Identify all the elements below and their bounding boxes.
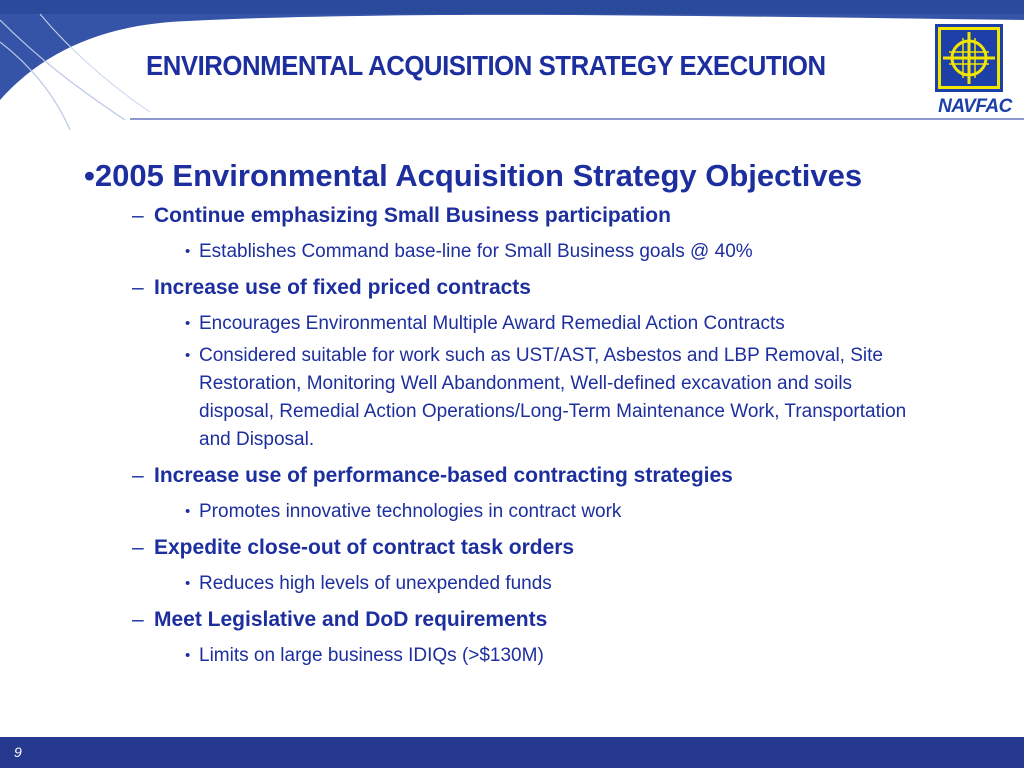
bullet-glyph: • (185, 347, 191, 364)
objective-label: Expedite close-out of contract task orde… (154, 536, 575, 559)
detail-text: Limits on large business IDIQs (>$130M) (199, 645, 544, 666)
detail-text: Reduces high levels of unexpended funds (199, 573, 552, 594)
dash-glyph: – (132, 464, 144, 487)
objective-label: Increase use of fixed priced contracts (154, 276, 531, 299)
objective-label: Meet Legislative and DoD requirements (154, 608, 548, 631)
objective-label: Increase use of performance-based contra… (154, 464, 733, 487)
detail-text: Promotes innovative technologies in cont… (199, 501, 622, 522)
objective-item: – Continue emphasizing Small Business pa… (132, 204, 984, 228)
detail-item: • Promotes innovative technologies in co… (185, 498, 984, 526)
objective-item: – Increase use of fixed priced contracts (132, 276, 984, 300)
objective-item: – Meet Legislative and DoD requirements (132, 608, 984, 632)
detail-item: • Considered suitable for work such as U… (185, 342, 984, 454)
bullet-glyph: • (185, 647, 191, 664)
dash-glyph: – (132, 276, 144, 299)
objective-label: Continue emphasizing Small Business part… (154, 204, 671, 227)
bullet-glyph: • (185, 503, 191, 520)
heading-text: 2005 Environmental Acquisition Strategy … (94, 158, 863, 193)
bullet-glyph: • (84, 158, 95, 193)
bullet-glyph: • (185, 243, 191, 260)
objective-item: – Increase use of performance-based cont… (132, 464, 984, 488)
navfac-emblem-icon (935, 24, 1003, 92)
detail-text: Encourages Environmental Multiple Award … (199, 313, 785, 334)
detail-item: • Establishes Command base-line for Smal… (185, 238, 984, 266)
navfac-logo: NAVFAC (931, 24, 1017, 124)
detail-item: • Reduces high levels of unexpended fund… (185, 570, 984, 598)
slide-title: ENVIRONMENTAL ACQUISITION STRATEGY EXECU… (146, 50, 826, 81)
bullet-glyph: • (185, 575, 191, 592)
dash-glyph: – (132, 204, 144, 227)
bullet-glyph: • (185, 315, 191, 332)
detail-text: Establishes Command base-line for Small … (199, 241, 753, 262)
dash-glyph: – (132, 608, 144, 631)
heading-bullet: •2005 Environmental Acquisition Strategy… (84, 158, 984, 194)
detail-item: • Limits on large business IDIQs (>$130M… (185, 642, 984, 670)
navfac-logo-text: NAVFAC (938, 96, 1012, 117)
detail-text: Considered suitable for work such as UST… (199, 345, 907, 450)
detail-item: • Encourages Environmental Multiple Awar… (185, 310, 984, 338)
bullet-content: •2005 Environmental Acquisition Strategy… (84, 158, 984, 670)
objective-item: – Expedite close-out of contract task or… (132, 536, 984, 560)
top-band (0, 0, 1024, 14)
page-number: 9 (14, 744, 22, 760)
footer-bar: 9 (0, 737, 1024, 768)
dash-glyph: – (132, 536, 144, 559)
